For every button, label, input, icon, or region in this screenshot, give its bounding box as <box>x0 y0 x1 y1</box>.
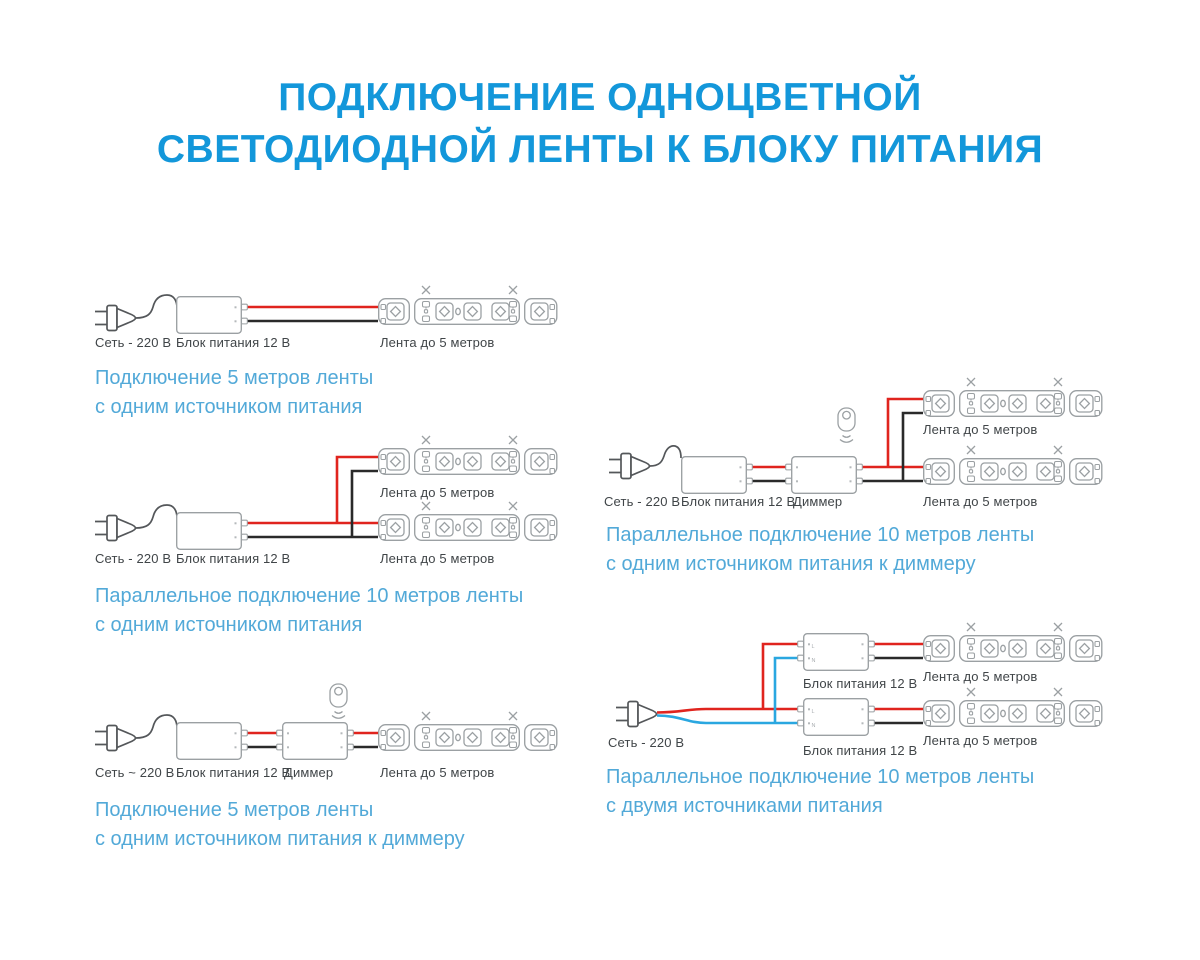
caption-diagram-1: Подключение 5 метров ленты с одним источ… <box>95 364 373 422</box>
wire-blue <box>656 656 798 725</box>
led-strip <box>379 502 557 540</box>
label-strip: Лента до 5 метров <box>923 669 1038 684</box>
caption-diagram-2: Параллельное подключение 10 метров ленты… <box>95 582 523 640</box>
power-plug-icon <box>94 304 137 332</box>
label-strip: Лента до 5 метров <box>923 733 1038 748</box>
caption-line: Параллельное подключение 10 метров ленты <box>95 585 524 607</box>
diagram-single-strip-psu-dimmer <box>94 683 557 760</box>
label-psu: Блок питания 12 В <box>681 494 796 509</box>
caption-line: Подключение 5 метров ленты <box>95 799 374 821</box>
caption-line: с двумя источниками питания <box>606 795 883 817</box>
caption-diagram-5: Параллельное подключение 10 метров ленты… <box>606 763 1034 821</box>
caption-diagram-3: Подключение 5 метров ленты с одним источ… <box>95 796 465 854</box>
caption-line: Подключение 5 метров ленты <box>95 367 374 389</box>
dimmer-box <box>277 723 354 760</box>
caption-line: Параллельное подключение 10 метров ленты <box>606 524 1035 546</box>
label-psu: Блок питания 12 В <box>803 743 918 758</box>
psu-box <box>177 297 248 334</box>
power-plug-icon <box>94 724 137 752</box>
label-psu: Блок питания 12 В <box>176 551 291 566</box>
label-mains: Сеть - 220 В <box>95 335 172 350</box>
psu-box <box>682 457 753 494</box>
label-strip: Лента до 5 метров <box>923 494 1038 509</box>
diagram-single-strip-single-psu <box>94 286 557 334</box>
wire-red <box>873 642 923 711</box>
label-mains: Сеть - 220 В <box>95 551 172 566</box>
led-strip <box>379 712 557 750</box>
label-mains: Сеть ~ 220 В <box>95 765 175 780</box>
diagram-parallel-two-strips-two-psu <box>615 623 1102 736</box>
label-strip: Лента до 5 метров <box>380 765 495 780</box>
remote-control-icon <box>837 407 856 443</box>
diagram-parallel-two-strips-single-psu <box>94 436 557 550</box>
mains-cord <box>649 445 682 467</box>
caption-line: Параллельное подключение 10 метров ленты <box>606 766 1035 788</box>
label-psu: Блок питания 12 В <box>176 765 291 780</box>
led-strip <box>924 688 1102 726</box>
label-mains: Сеть - 220 В <box>604 494 681 509</box>
led-strip <box>924 378 1102 416</box>
label-mains: Сеть - 220 В <box>608 735 685 750</box>
page-title-line2: СВЕТОДИОДНОЙ ЛЕНТЫ К БЛОКУ ПИТАНИЯ <box>156 127 1044 171</box>
power-plug-icon <box>608 452 651 480</box>
power-plug-icon <box>94 514 137 542</box>
led-strip <box>924 446 1102 484</box>
mains-cord <box>135 504 178 529</box>
page-title-line1: ПОДКЛЮЧЕНИЕ ОДНОЦВЕТНОЙ <box>278 76 922 119</box>
psu-box <box>177 723 248 760</box>
psu-box <box>798 634 875 671</box>
wire-black <box>750 411 923 483</box>
wire-red <box>656 642 798 714</box>
label-psu: Блок питания 12 В <box>176 335 291 350</box>
label-dimmer: Диммер <box>284 765 334 780</box>
wire-black <box>873 656 923 725</box>
remote-control-icon <box>329 683 348 719</box>
caption-line: с одним источником питания <box>95 614 363 636</box>
led-strip <box>924 623 1102 661</box>
wire-red <box>246 455 378 525</box>
label-strip: Лента до 5 метров <box>923 422 1038 437</box>
caption-line: с одним источником питания к диммеру <box>606 553 976 575</box>
caption-diagram-4: Параллельное подключение 10 метров ленты… <box>606 521 1034 579</box>
led-strip <box>379 436 557 474</box>
label-dimmer: Диммер <box>793 494 843 509</box>
wire-red <box>750 397 923 469</box>
wire-black <box>246 469 378 539</box>
caption-line: с одним источником питания <box>95 396 363 418</box>
power-plug-icon <box>615 700 658 728</box>
psu-box <box>177 513 248 550</box>
psu-box <box>798 699 875 736</box>
label-psu: Блок питания 12 В <box>803 676 918 691</box>
label-strip: Лента до 5 метров <box>380 335 495 350</box>
caption-line: с одним источником питания к диммеру <box>95 828 465 850</box>
label-strip: Лента до 5 метров <box>380 551 495 566</box>
label-strip: Лента до 5 метров <box>380 485 495 500</box>
mains-cord <box>135 714 178 739</box>
page-title: ПОДКЛЮЧЕНИЕ ОДНОЦВЕТНОЙ СВЕТОДИОДНОЙ ЛЕН… <box>0 72 1200 176</box>
diagram-parallel-two-strips-psu-dimmer <box>608 378 1102 494</box>
dimmer-box <box>786 457 863 494</box>
led-strip <box>379 286 557 324</box>
mains-cord <box>135 294 178 319</box>
